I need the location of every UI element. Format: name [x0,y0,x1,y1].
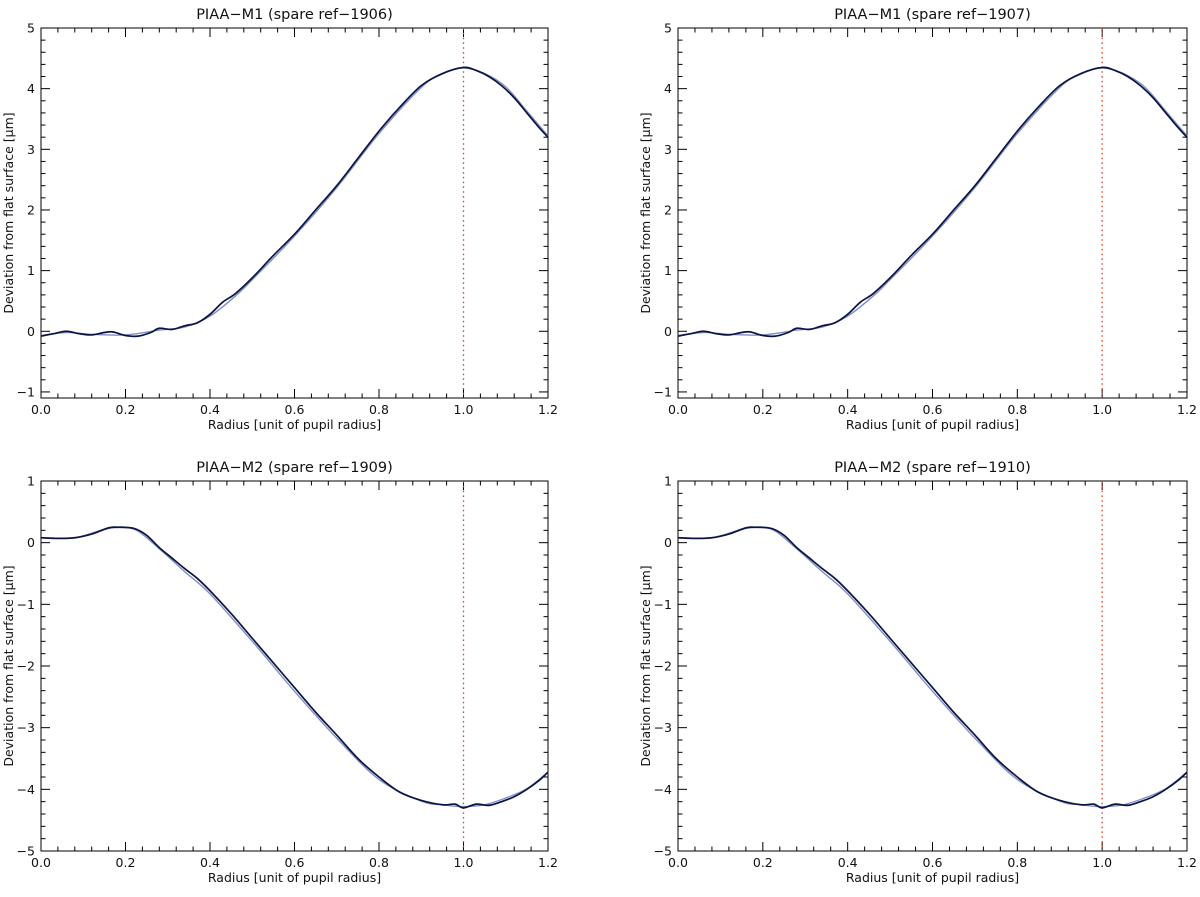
series-line-measured [677,66,1188,338]
plot-frame [40,27,549,399]
series-line-measured [40,526,549,809]
x-tick-label: 0.0 [668,402,688,417]
x-axis-label: Radius [unit of pupil radius] [846,870,1019,885]
y-tick-label: −5 [17,844,35,859]
x-tick-label: 0.2 [116,855,136,870]
y-tick-label: −4 [17,782,35,797]
chart-title: PIAA−M1 (spare ref−1907) [834,7,1031,23]
y-tick-label: −1 [654,597,672,612]
series-line-design [677,526,1188,808]
y-axis-label-text: Deviation from flat surface [ [638,137,653,313]
x-tick-label: 0.8 [369,855,389,870]
y-tick-label: −3 [17,720,35,735]
y-axis-label-unit: μm] [638,112,653,137]
y-tick-label: −4 [654,782,672,797]
y-tick-label: 1 [664,474,672,489]
chart-title: PIAA−M2 (spare ref−1909) [196,460,393,476]
y-tick-label: −2 [17,659,35,674]
y-tick-label: 0 [664,324,672,339]
plot-frame [677,480,1188,852]
x-tick-label: 0.4 [200,402,220,417]
chart-panel-2: PIAA−M1 (spare ref−1907) 0.0 0.2 0.4 0.6 0.8 1… [638,7,1197,432]
x-tick-label: 0.2 [753,855,773,870]
y-axis-label: Deviation from flat surface [μm] [1,565,16,766]
x-tick-label: 1.0 [1092,402,1112,417]
x-tick-label: 0.0 [31,855,51,870]
chart-panel-4: PIAA−M2 (spare ref−1910) 0.0 0.2 0.4 0.6 0.8 1… [638,460,1197,885]
y-axis-label-unit: μm] [1,565,16,590]
x-tick-label: 0.4 [838,402,858,417]
y-tick-label: 2 [664,202,672,217]
y-tick-label: −5 [654,844,672,859]
y-tick-label: −2 [654,659,672,674]
x-tick-label: 1.2 [538,855,558,870]
series-line-measured [40,66,549,338]
x-tick-label: 0.8 [369,402,389,417]
x-tick-label: 0.2 [753,402,773,417]
x-axis-label: Radius [unit of pupil radius] [846,417,1019,432]
y-tick-label: 5 [664,21,672,36]
x-tick-label: 0.0 [31,402,51,417]
x-tick-label: 1.2 [1177,402,1197,417]
y-tick-label: 2 [27,202,35,217]
y-tick-label: 0 [664,535,672,550]
series-line-design [40,67,549,337]
y-tick-label: 1 [27,474,35,489]
y-tick-label: −1 [17,384,35,399]
y-axis-label: Deviation from flat surface [μm] [638,112,653,313]
x-tick-label: 0.6 [285,402,305,417]
x-tick-label: 0.4 [838,855,858,870]
y-axis-label: Deviation from flat surface [μm] [1,112,16,313]
x-tick-label: 0.6 [923,402,943,417]
plot-frame [40,480,549,852]
x-tick-label: 0.8 [1007,855,1027,870]
y-tick-label: 3 [664,142,672,157]
x-axis-label: Radius [unit of pupil radius] [208,870,381,885]
y-axis-label-text: Deviation from flat surface [ [1,137,16,313]
x-tick-label: 0.2 [116,402,136,417]
y-tick-label: −1 [17,597,35,612]
x-tick-label: 1.0 [454,855,474,870]
y-axis-label-unit: μm] [638,565,653,590]
y-axis-label-text: Deviation from flat surface [ [638,590,653,766]
x-tick-label: 1.2 [538,402,558,417]
y-axis-label-text: Deviation from flat surface [ [1,590,16,766]
x-tick-label: 0.8 [1007,402,1027,417]
x-axis-label: Radius [unit of pupil radius] [208,417,381,432]
y-axis-label: Deviation from flat surface [μm] [638,565,653,766]
series-line-design [40,526,549,808]
y-tick-label: 0 [27,324,35,339]
x-tick-label: 1.2 [1177,855,1197,870]
y-axis-label-unit: μm] [1,112,16,137]
y-tick-label: 3 [27,142,35,157]
x-tick-label: 1.0 [1092,855,1112,870]
chart-panel-3: PIAA−M2 (spare ref−1909) 0.0 0.2 0.4 0.6 0.8 1… [1,460,558,885]
x-tick-label: 0.6 [285,855,305,870]
y-tick-label: 0 [27,535,35,550]
x-tick-label: 0.4 [200,855,220,870]
y-tick-label: 4 [664,81,672,96]
y-tick-label: 1 [27,263,35,278]
x-tick-label: 0.0 [668,855,688,870]
y-tick-label: 5 [27,21,35,36]
y-tick-label: 4 [27,81,35,96]
y-tick-label: −3 [654,720,672,735]
y-tick-label: 1 [664,263,672,278]
x-tick-label: 0.6 [923,855,943,870]
x-tick-label: 1.0 [454,402,474,417]
chart-panel-1: PIAA−M1 (spare ref−1906) 0.0 0.2 0.4 0.6 0.8 1… [1,7,558,432]
series-line-design [677,67,1188,337]
y-tick-label: −1 [654,384,672,399]
chart-title: PIAA−M1 (spare ref−1906) [196,7,393,23]
plot-frame [677,27,1188,399]
chart-title: PIAA−M2 (spare ref−1910) [834,460,1031,476]
series-line-measured [677,526,1188,809]
